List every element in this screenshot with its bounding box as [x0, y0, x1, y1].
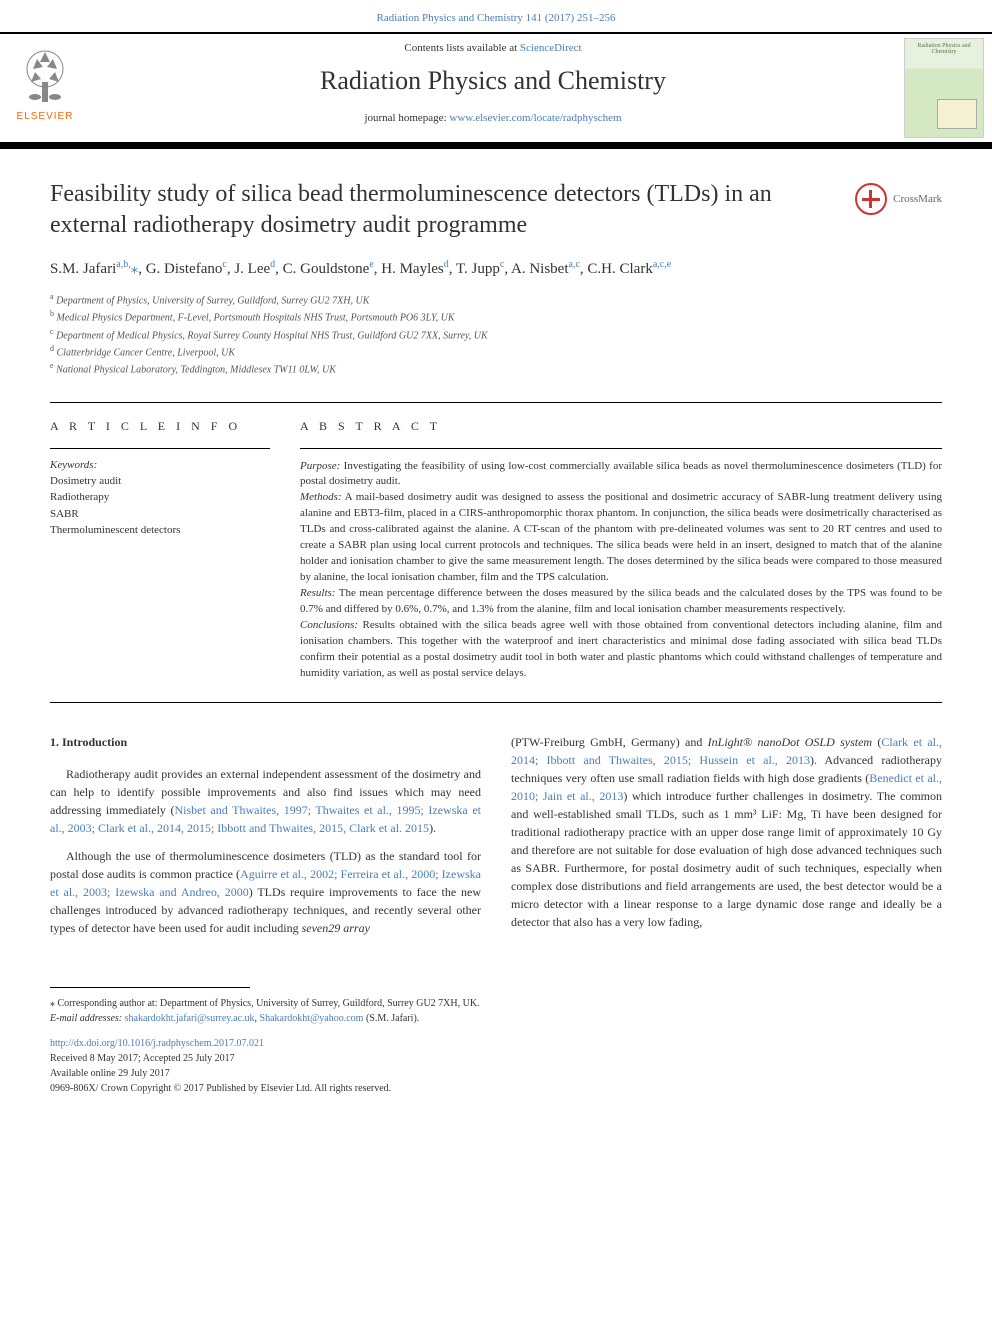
cover-thumbnail — [937, 99, 977, 129]
sciencedirect-link[interactable]: ScienceDirect — [520, 42, 582, 54]
elsevier-tree-icon — [15, 47, 75, 107]
corresponding-footnote: ⁎ Corresponding author at: Department of… — [50, 996, 942, 1026]
top-journal-citation: Radiation Physics and Chemistry 141 (201… — [0, 0, 992, 32]
abstract-text: Purpose: Investigating the feasibility o… — [300, 459, 942, 682]
homepage-prefix: journal homepage: — [364, 112, 449, 124]
body-left-column: 1. Introduction Radiotherapy audit provi… — [50, 733, 481, 947]
homepage-link[interactable]: www.elsevier.com/locate/radphyschem — [449, 112, 621, 124]
authors-line: S.M. Jafaria,b,⁎, G. Distefanoc, J. Leed… — [50, 257, 942, 281]
elsevier-logo: ELSEVIER — [0, 34, 90, 134]
intro-p3-pre: (PTW-Freiburg GmbH, Germany) and — [511, 735, 708, 749]
header-center: Contents lists available at ScienceDirec… — [90, 34, 896, 142]
journal-name: Radiation Physics and Chemistry — [90, 66, 896, 96]
divider-top — [50, 402, 942, 403]
email-link-1[interactable]: shakardokht.jafari@surrey.ac.uk — [125, 1013, 255, 1024]
body-right-column: (PTW-Freiburg GmbH, Germany) and InLight… — [511, 733, 942, 947]
email-link-2[interactable]: Shakardokht@yahoo.com — [260, 1013, 364, 1024]
cover-title: Radiation Physics and Chemistry — [905, 39, 983, 59]
article-info-heading: A R T I C L E I N F O — [50, 419, 270, 434]
available-line: Available online 29 July 2017 — [50, 1068, 170, 1079]
crossmark-icon — [855, 183, 887, 215]
email-label: E-mail addresses: — [50, 1013, 125, 1024]
article-info-divider — [50, 448, 270, 449]
received-line: Received 8 May 2017; Accepted 25 July 20… — [50, 1053, 235, 1064]
divider-bottom — [50, 702, 942, 703]
header-band: ELSEVIER Contents lists available at Sci… — [0, 32, 992, 143]
journal-cover: Radiation Physics and Chemistry — [904, 38, 984, 138]
intro-p2: Although the use of thermoluminescence d… — [50, 847, 481, 937]
intro-p1-post: ). — [429, 821, 436, 835]
footnote-separator — [50, 987, 250, 988]
keywords-list: Dosimetry auditRadiotherapySABRThermolum… — [50, 473, 270, 539]
abstract-divider — [300, 448, 942, 449]
contents-prefix: Contents lists available at — [404, 42, 519, 54]
doi-link[interactable]: http://dx.doi.org/10.1016/j.radphyschem.… — [50, 1038, 264, 1049]
affiliations: a Department of Physics, University of S… — [50, 291, 942, 378]
intro-p3-tail: ) which introduce further challenges in … — [511, 789, 942, 929]
corr-text: Corresponding author at: Department of P… — [55, 998, 480, 1009]
intro-p1: Radiotherapy audit provides an external … — [50, 765, 481, 837]
email-post: (S.M. Jafari). — [363, 1013, 419, 1024]
copyright-line: 0969-806X/ Crown Copyright © 2017 Publis… — [50, 1083, 391, 1094]
intro-p3-product: InLight® nanoDot OSLD system — [708, 735, 872, 749]
intro-p3: (PTW-Freiburg GmbH, Germany) and InLight… — [511, 733, 942, 931]
top-journal-link[interactable]: Radiation Physics and Chemistry 141 (201… — [377, 12, 616, 24]
intro-p3-paren-open: ( — [872, 735, 881, 749]
footer-meta: http://dx.doi.org/10.1016/j.radphyschem.… — [50, 1036, 942, 1096]
elsevier-label: ELSEVIER — [17, 111, 74, 122]
abstract-heading: A B S T R A C T — [300, 419, 942, 434]
crossmark-label: CrossMark — [893, 193, 942, 205]
homepage-line: journal homepage: www.elsevier.com/locat… — [90, 112, 896, 124]
intro-heading: 1. Introduction — [50, 733, 481, 751]
keywords-label: Keywords: — [50, 459, 270, 471]
article-title: Feasibility study of silica bead thermol… — [50, 179, 835, 241]
crossmark-badge[interactable]: CrossMark — [855, 183, 942, 215]
intro-p2-product: seven29 array — [302, 921, 370, 935]
contents-line: Contents lists available at ScienceDirec… — [90, 42, 896, 54]
